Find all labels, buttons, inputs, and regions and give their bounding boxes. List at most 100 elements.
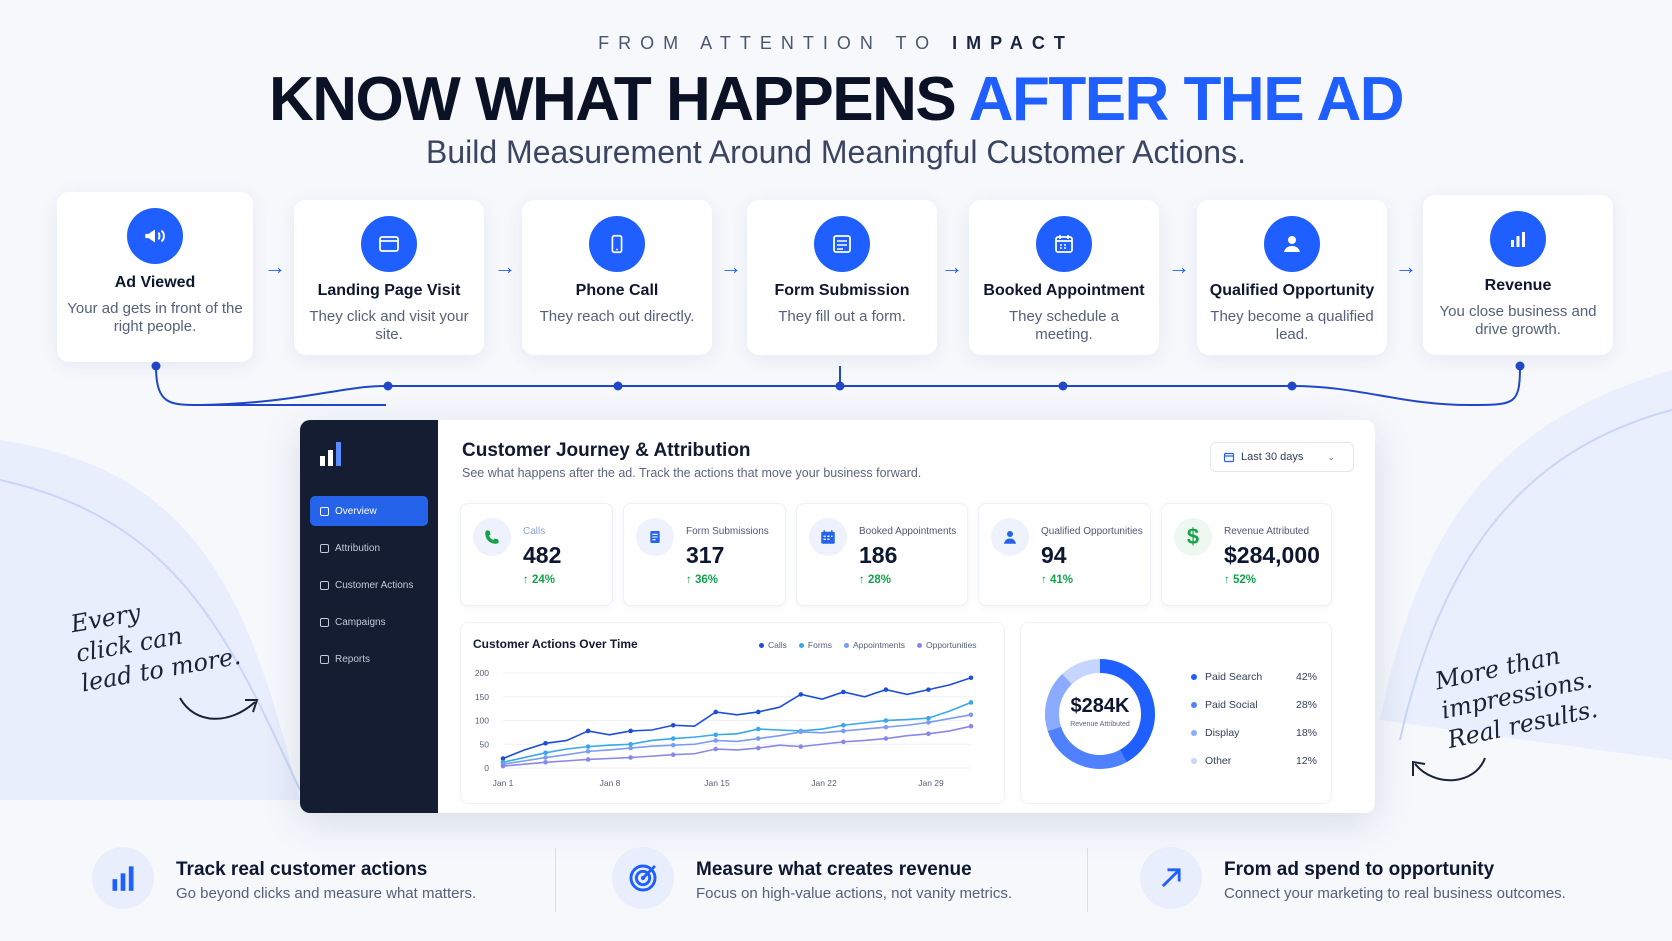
kpi-delta: ↑ 52%	[1224, 574, 1256, 586]
step-form-submission: Form Submission They fill out a form.	[747, 200, 937, 355]
dashboard-sidebar: Overview Attribution Customer Actions Ca…	[300, 420, 438, 813]
dashboard-subtitle: See what happens after the ad. Track the…	[462, 466, 922, 480]
arrow-up-right-icon	[1140, 847, 1202, 909]
kpi-booked-appointments[interactable]: Booked Appointments 186 ↑ 28%	[796, 503, 968, 606]
data-point	[755, 726, 761, 732]
date-range-select[interactable]: Last 30 days ⌄	[1210, 442, 1354, 472]
calendar-icon	[1036, 216, 1092, 272]
handwritten-note-left: Every click can lead to more.	[68, 598, 243, 698]
step-title: Landing Page Visit	[317, 282, 461, 299]
headline: KNOW WHAT HAPPENS AFTER THE AD	[268, 65, 1405, 134]
form-icon	[814, 216, 870, 272]
data-point	[500, 756, 506, 761]
arrow-right-icon: →	[1168, 254, 1190, 279]
campaigns-icon	[320, 617, 329, 627]
step-description: They reach out directly.	[539, 308, 695, 325]
attribution-icon	[320, 543, 329, 553]
data-point	[841, 728, 846, 734]
x-tick-label: Jan 8	[600, 778, 621, 788]
kpi-calls[interactable]: Calls 482 ↑ 24%	[460, 503, 613, 606]
data-point	[968, 700, 974, 705]
bar-chart-icon	[92, 847, 154, 909]
arrow-right-icon: →	[941, 254, 963, 279]
step-title: Qualified Opportunity	[1209, 282, 1375, 299]
kpi-qualified-opportunities[interactable]: Qualified Opportunities 94 ↑ 41%	[978, 503, 1151, 606]
data-point	[926, 715, 931, 721]
nav-label: Overview	[335, 505, 377, 517]
data-point	[968, 723, 974, 729]
kpi-value: $284,000	[1224, 542, 1320, 568]
phone-icon	[589, 216, 645, 272]
step-booked-appointment: Booked Appointment They schedule a meeti…	[969, 200, 1159, 355]
arrow-right-icon: →	[720, 254, 742, 279]
y-tick-label: 200	[475, 668, 489, 678]
dashboard-main: Customer Journey & Attribution See what …	[438, 420, 1375, 813]
data-point	[628, 741, 633, 747]
donut-center-label: Revenue Attributed	[1070, 721, 1130, 728]
data-point	[670, 722, 676, 728]
data-point	[670, 752, 676, 757]
step-qualified-opportunity: Qualified Opportunity They become a qual…	[1197, 200, 1387, 355]
revenue-donut-card: $284K Revenue Attributed Paid Search 42% …	[1020, 622, 1332, 804]
step-phone-call: Phone Call They reach out directly.	[522, 200, 712, 355]
kpi-revenue-attributed[interactable]: $ Revenue Attributed $284,000 ↑ 52%	[1161, 503, 1332, 606]
x-tick-label: Jan 1	[493, 778, 514, 788]
data-point	[883, 718, 889, 723]
data-point	[585, 757, 591, 762]
y-tick-label: 0	[484, 763, 489, 773]
y-tick-label: 50	[480, 739, 490, 749]
nav-label: Reports	[335, 653, 371, 665]
nav-overview[interactable]: Overview	[310, 496, 428, 526]
handwritten-note-right: More than impressions. Real results.	[1432, 641, 1601, 755]
x-tick-label: Jan 29	[918, 778, 944, 788]
series-line-calls	[502, 676, 972, 760]
kicker: FROM ATTENTION TO IMPACT	[598, 33, 1074, 53]
data-point	[670, 736, 676, 741]
kpi-form-submissions[interactable]: Form Submissions 317 ↑ 36%	[623, 503, 786, 606]
chart-title: Customer Actions Over Time	[473, 637, 638, 651]
step-description: They become a qualified lead.	[1210, 308, 1374, 343]
data-point	[543, 760, 548, 765]
megaphone-icon	[127, 208, 183, 264]
source-other: Other 12%	[1191, 755, 1317, 767]
kpi-label: Revenue Attributed	[1224, 526, 1310, 537]
nav-reports[interactable]: Reports	[310, 644, 428, 674]
kpi-value: 94	[1041, 542, 1067, 568]
x-tick-label: Jan 15	[704, 778, 730, 788]
step-landing-page-visit: Landing Page Visit They click and visit …	[294, 200, 484, 355]
user-icon	[991, 518, 1029, 556]
feature-description: Connect your marketing to real business …	[1224, 885, 1566, 902]
feature-description: Go beyond clicks and measure what matter…	[176, 885, 477, 902]
step-description: They fill out a form.	[778, 308, 906, 325]
nav-label: Attribution	[335, 542, 381, 554]
data-point	[543, 755, 548, 760]
kpi-delta: ↑ 28%	[859, 574, 891, 586]
nav-campaigns[interactable]: Campaigns	[310, 607, 428, 637]
form-icon	[636, 518, 674, 556]
nav-customer-actions[interactable]: Customer Actions	[310, 570, 428, 600]
kpi-label: Booked Appointments	[859, 526, 957, 537]
kpi-delta: ↑ 36%	[686, 574, 718, 586]
data-point	[628, 728, 633, 734]
chevron-down-icon: ⌄	[1327, 451, 1335, 462]
data-point	[755, 745, 761, 751]
dollar-icon: $	[1174, 518, 1212, 556]
data-point	[628, 745, 633, 751]
customer-actions-icon	[320, 580, 329, 590]
step-description: Your ad gets in front of the right peopl…	[67, 300, 243, 335]
step-ad-viewed: Ad Viewed Your ad gets in front of the r…	[57, 192, 253, 362]
data-point	[926, 687, 931, 692]
kpi-label: Form Submissions	[686, 526, 769, 537]
data-point	[841, 739, 846, 745]
data-point	[755, 709, 761, 715]
data-point	[968, 712, 974, 718]
chart-legend: Calls Forms Appointments Opportunities	[759, 640, 977, 650]
step-revenue: Revenue You close business and drive gro…	[1423, 195, 1613, 355]
data-point	[585, 749, 591, 754]
data-point	[713, 738, 719, 743]
data-point	[585, 728, 591, 734]
nav-attribution[interactable]: Attribution	[310, 533, 428, 563]
feature-description: Focus on high-value actions, not vanity …	[696, 885, 1012, 902]
donut-slice-display	[1045, 673, 1073, 731]
data-point	[883, 724, 889, 730]
